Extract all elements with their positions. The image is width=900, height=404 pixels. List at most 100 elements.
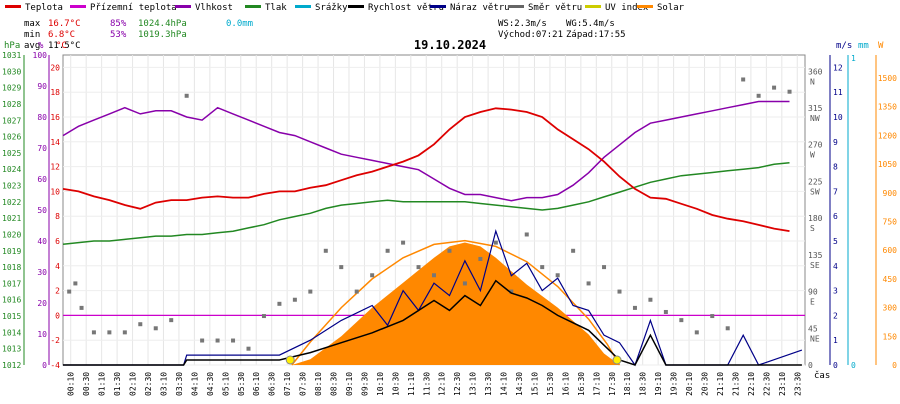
press-tick-label: 1026	[2, 133, 21, 142]
x-tick-label: 00:30	[82, 372, 91, 396]
press-tick-label: 1018	[2, 263, 21, 272]
wind-dir-point	[323, 248, 328, 253]
wind-dir-point	[617, 289, 622, 294]
x-tick-label: 08:30	[330, 372, 339, 396]
wind-dir-point	[602, 265, 607, 270]
pressure-line	[62, 161, 790, 246]
wind-dir-point	[73, 281, 78, 286]
legend-swatch	[175, 5, 191, 8]
x-tick-label: 14:10	[500, 372, 509, 396]
solar-tick-label: 1350	[878, 103, 897, 112]
wind-dir-point	[741, 77, 746, 82]
hum-tick-label: 40	[37, 237, 47, 246]
temp-tick-label: 16	[50, 113, 60, 122]
stat-min-temp: 6.8°C	[48, 30, 75, 40]
stat-min-label: min	[24, 30, 40, 40]
hum-tick-label: 90	[37, 82, 47, 91]
wind-dir-point	[725, 326, 730, 331]
x-tick-label: 07:30	[299, 372, 308, 396]
stats-panel: max 16.7°C 85% 1024.4hPa 0.0mm min 6.8°C 53% 101…	[24, 19, 626, 51]
temp-tick-label: 20	[50, 63, 60, 72]
x-tick-label: 11:10	[407, 372, 416, 396]
right-axes: m/s mm W360N315NW270W225SW180S135SE90E45NE…	[808, 41, 897, 370]
wind-dir-point	[261, 314, 266, 319]
x-tick-label: 22:10	[747, 372, 756, 396]
temp-tick-label: 8	[55, 212, 60, 221]
wind-dir-point	[416, 265, 421, 270]
wind-dir-point	[308, 289, 313, 294]
wind-dir-point	[710, 314, 715, 319]
x-tick-label: 13:10	[469, 372, 478, 396]
dir-tick-label: 90	[808, 288, 818, 297]
temp-tick-label: 14	[50, 138, 60, 147]
wind-dir-point	[122, 330, 127, 335]
press-tick-label: 1029	[2, 84, 21, 93]
wind-dir-point	[478, 256, 483, 261]
x-tick-label: 13:30	[484, 372, 493, 396]
wind-dir-point	[555, 273, 560, 278]
x-tick-label: 23:30	[793, 372, 802, 396]
x-tick-label: 04:10	[190, 372, 199, 396]
x-tick-label: 17:30	[608, 372, 617, 396]
solar-tick-label: 1050	[878, 160, 897, 169]
wind-dir-point	[292, 297, 297, 302]
wind-dir-point	[663, 309, 668, 314]
wind-dir-point	[91, 330, 96, 335]
press-tick-label: 1014	[2, 328, 21, 337]
x-tick-label: 00:10	[67, 372, 76, 396]
dir-name-label: NW	[810, 114, 820, 123]
solar-tick-label: 900	[883, 189, 898, 198]
wind-dir-point	[354, 289, 359, 294]
press-tick-label: 1016	[2, 296, 21, 305]
stat-max-hum: 85%	[110, 19, 127, 29]
x-tick-label: 07:10	[283, 372, 292, 396]
dir-name-label: E	[810, 298, 815, 307]
wind-tick-label: 2	[833, 311, 838, 320]
left-axes: hPa% °C1031103010291028102710261025102410…	[2, 41, 67, 370]
legend-label: Náraz větru	[450, 3, 510, 13]
wind-tick-label: 12	[833, 63, 843, 72]
wind-dir-point	[524, 232, 529, 237]
hum-tick-label: 60	[37, 175, 47, 184]
legend-label: Teplota	[25, 3, 63, 13]
dir-tick-label: 360	[808, 67, 823, 76]
wind-tick-label: 11	[833, 88, 843, 97]
legend-label: UV index	[605, 3, 649, 13]
legend-label: Směr větru	[528, 3, 582, 13]
wind-dir-point	[138, 322, 143, 327]
hum-tick-label: 100	[33, 51, 48, 60]
x-tick-label: 09:30	[360, 372, 369, 396]
x-tick-label: 14:30	[515, 372, 524, 396]
dir-name-label: S	[810, 224, 815, 233]
x-tick-label: 11:30	[422, 372, 431, 396]
dir-name-label: SE	[810, 261, 820, 270]
x-tick-label: 05:10	[221, 372, 230, 396]
legend-swatch	[508, 5, 524, 8]
rain-tick-label: 0	[851, 361, 856, 370]
x-tick-label: 16:30	[577, 372, 586, 396]
wind-dir-point	[385, 248, 390, 253]
solar-tick-label: 0	[892, 361, 897, 370]
wind-ws: WS:2.3m/s	[498, 19, 547, 29]
press-tick-label: 1019	[2, 247, 21, 256]
rain-tick-label: 1	[851, 54, 856, 63]
wind-dir-point	[169, 318, 174, 323]
wind-dir-point	[277, 301, 282, 306]
wind-tick-label: 3	[833, 287, 838, 296]
wind-dir-point	[462, 281, 467, 286]
wind-dir-point	[339, 265, 344, 270]
solar-tick-label: 750	[883, 217, 898, 226]
wind-dir-point	[184, 93, 189, 98]
wind-dir-point	[246, 346, 251, 351]
press-tick-label: 1022	[2, 198, 21, 207]
sunset-marker	[612, 355, 622, 365]
temp-tick-label: 2	[55, 287, 60, 296]
x-tick-label: 08:10	[314, 372, 323, 396]
x-tick-label: 06:30	[268, 372, 277, 396]
wind-wg: WG:5.4m/s	[566, 19, 615, 29]
solar-tick-label: 450	[883, 275, 898, 284]
x-tick-label: 21:10	[716, 372, 725, 396]
wind-dir-point	[540, 265, 545, 270]
wind-dir-point	[107, 330, 112, 335]
